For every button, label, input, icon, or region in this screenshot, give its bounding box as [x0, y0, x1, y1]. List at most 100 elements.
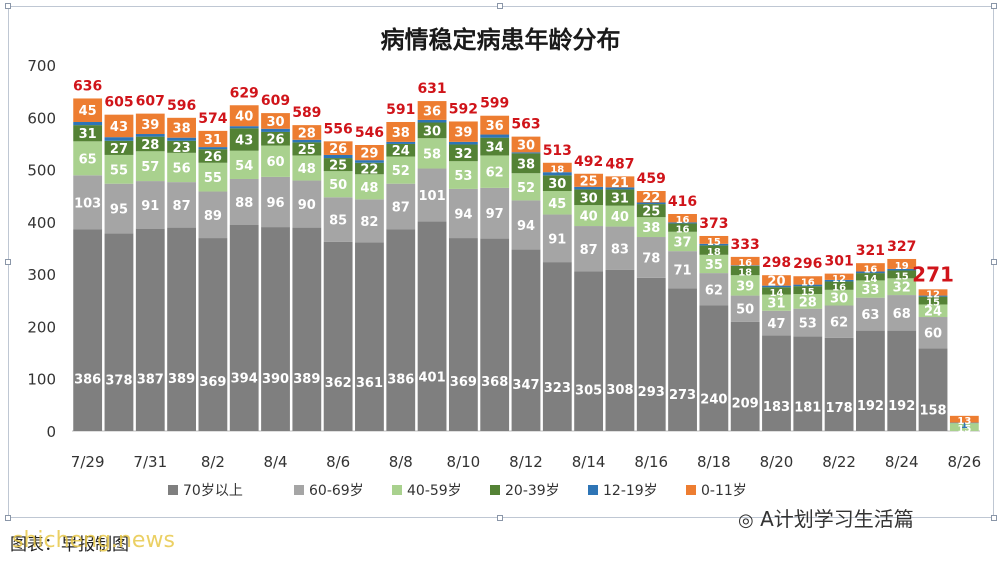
- data-label: 38: [517, 157, 535, 172]
- data-label: 50: [329, 178, 347, 193]
- resize-handle-top[interactable]: [497, 3, 503, 9]
- bar-segment: [323, 241, 353, 431]
- data-label: 368: [481, 375, 508, 390]
- bar-segment: [699, 245, 729, 255]
- bar-segment: [386, 156, 416, 184]
- data-label: 43: [110, 120, 128, 135]
- y-tick-label: 200: [27, 318, 56, 336]
- bar-segment: [261, 131, 290, 146]
- resize-handle-left[interactable]: [5, 259, 11, 265]
- bar-segment: [386, 121, 416, 142]
- bar-segment: [323, 197, 353, 242]
- data-label: 31: [767, 297, 785, 312]
- data-label: 36: [486, 119, 504, 134]
- y-tick-label: 300: [27, 266, 56, 284]
- bar-segment: [730, 265, 760, 266]
- resize-handle-top-left[interactable]: [5, 3, 11, 9]
- bar-segment: [480, 155, 510, 188]
- data-label: 181: [794, 400, 821, 415]
- data-label: 16: [676, 225, 690, 236]
- resize-handle-bottom-right[interactable]: [991, 515, 997, 521]
- legend-swatch: [294, 485, 304, 495]
- x-tick-label: 8/18: [697, 453, 731, 471]
- bar-segment: [636, 191, 666, 203]
- resize-handle-bottom-left[interactable]: [5, 515, 11, 521]
- data-label: 62: [705, 283, 723, 298]
- data-label: 18: [738, 267, 752, 278]
- bar-segment: [730, 265, 760, 276]
- bar-segment: [699, 254, 729, 274]
- bar-segment: [135, 136, 165, 152]
- bar-segment: [417, 119, 447, 123]
- bar-segment: [417, 221, 447, 431]
- bar-segment: [699, 273, 729, 306]
- bar-segment: [918, 295, 948, 297]
- bar-segment: [918, 296, 948, 305]
- total-label: 492: [574, 154, 603, 170]
- bar-segment: [198, 130, 228, 148]
- bar-segment: [668, 223, 697, 232]
- legend-label: 40-59岁: [407, 483, 462, 499]
- total-label: 636: [73, 78, 102, 94]
- data-label: 55: [110, 163, 128, 178]
- bar-segment: [918, 317, 948, 349]
- bar-segment: [887, 278, 917, 296]
- bar-segment: [636, 204, 666, 218]
- data-label: 27: [110, 142, 128, 157]
- data-label: 43: [235, 134, 253, 149]
- data-label: 94: [517, 219, 535, 234]
- bar-segment: [949, 415, 979, 423]
- bar-segment: [292, 139, 322, 143]
- bar-segment: [323, 158, 353, 172]
- bar-segment: [167, 137, 196, 141]
- wechat-icon: ◎: [738, 510, 754, 531]
- data-label: 183: [763, 400, 790, 415]
- data-label: 31: [611, 192, 629, 207]
- y-tick-label: 500: [27, 162, 56, 180]
- data-label: 30: [580, 191, 598, 206]
- data-label: 387: [137, 372, 164, 387]
- bar-segment: [668, 251, 697, 289]
- bar-segment: [104, 183, 134, 234]
- bar-segment: [605, 205, 635, 227]
- bar-segment: [73, 175, 103, 230]
- data-label: 101: [418, 189, 445, 204]
- bar-segment: [355, 162, 384, 175]
- bar-segment: [699, 243, 729, 246]
- data-label: 305: [575, 384, 602, 399]
- data-label: 240: [700, 392, 727, 407]
- bar-segment: [542, 175, 572, 192]
- data-label: 158: [919, 404, 946, 419]
- bar-segment: [574, 173, 604, 187]
- data-label: 192: [888, 399, 915, 414]
- data-label: 16: [801, 277, 815, 288]
- data-label: 308: [606, 383, 633, 398]
- data-label: 56: [173, 161, 191, 176]
- data-label: 88: [235, 196, 253, 211]
- legend-swatch: [392, 485, 402, 495]
- data-label: 83: [611, 242, 629, 257]
- y-tick-label: 700: [27, 57, 56, 75]
- bar-segment: [824, 337, 854, 431]
- bar-segment: [918, 304, 948, 318]
- bar-segment: [856, 263, 885, 272]
- bar-segment: [480, 187, 510, 239]
- total-label: 596: [167, 98, 196, 114]
- data-label: 28: [141, 138, 159, 153]
- total-label: 333: [731, 237, 760, 253]
- data-label: 71: [674, 264, 692, 279]
- resize-handle-bottom[interactable]: [497, 515, 503, 521]
- data-label: 15: [957, 424, 971, 435]
- data-label: 60: [266, 155, 284, 170]
- data-label: 19: [895, 261, 909, 272]
- bar-segment: [542, 214, 572, 263]
- bar-segment: [887, 258, 917, 269]
- data-label: 63: [861, 308, 879, 323]
- bar-segment: [448, 121, 478, 142]
- resize-handle-top-right[interactable]: [991, 3, 997, 9]
- bar-segment: [355, 160, 384, 163]
- resize-handle-right[interactable]: [991, 259, 997, 265]
- bar-segment: [261, 176, 290, 228]
- x-tick-label: 8/24: [885, 453, 919, 471]
